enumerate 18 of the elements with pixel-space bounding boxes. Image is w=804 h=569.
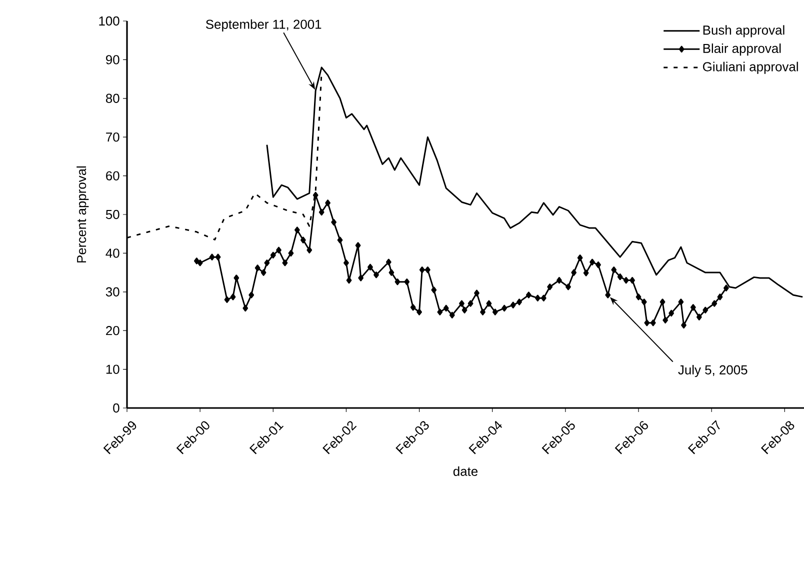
legend-label: Blair approval — [703, 43, 781, 56]
y-tick-label: 50 — [106, 210, 120, 220]
y-tick-label: 0 — [113, 403, 120, 413]
annotation: July 5, 2005 — [678, 364, 748, 378]
y-tick-label: 80 — [106, 94, 120, 103]
y-tick-label: 40 — [106, 248, 120, 258]
y-tick-label: 20 — [106, 326, 120, 336]
y-tick-label: 90 — [106, 55, 120, 64]
legend-label: Bush approval — [703, 25, 784, 38]
y-tick-label: 30 — [106, 287, 120, 296]
x-axis-title: date — [453, 466, 478, 476]
y-tick-label: 60 — [106, 171, 120, 180]
legend-label: Giuliani approval — [703, 62, 798, 74]
y-tick-label: 10 — [106, 364, 120, 374]
y-tick-label: 100 — [99, 16, 120, 26]
y-tick-label: 70 — [106, 132, 120, 142]
annotation: September 11, 2001 — [206, 19, 322, 32]
y-axis-title: Percent approval — [76, 166, 89, 262]
